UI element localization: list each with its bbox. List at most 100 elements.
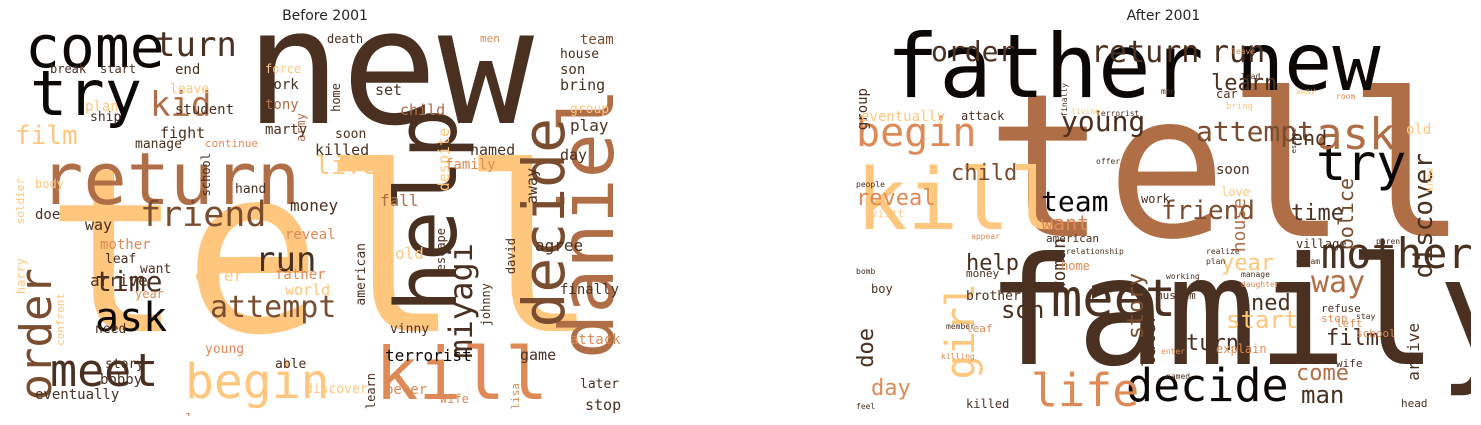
word-start: start [1226,306,1299,334]
word-manage: manage [135,137,182,152]
word-year: year [1221,251,1274,276]
word-break: break [50,62,87,76]
word-parent: parent [1376,237,1405,246]
word-brother: brother [966,289,1021,304]
word-house: house [1229,198,1250,253]
word-terrorist: terrorist [385,346,472,365]
word-manage: manage [1241,270,1270,279]
word-arrive: arrive [1404,323,1423,381]
word-work: work [1141,192,1170,206]
word-young: young [1061,105,1146,138]
word-stay: stay [1356,312,1376,321]
word-know: know [1425,168,1436,193]
word-visit: visit [871,207,905,220]
word-wife: wife [440,392,469,406]
word-eventually: eventually [861,109,946,125]
word-peter: peter [385,382,428,398]
word-money: money [966,267,1000,280]
word-bring: bring [560,76,606,94]
word-begin: begin [185,354,330,410]
word-return: return [1091,35,1200,70]
word-discover: discover [305,382,368,397]
word-home: home [329,83,343,112]
word-film: film [15,121,78,151]
word-eventually: eventually [35,387,120,403]
word-turn: turn [155,28,237,65]
word-learn: learn [1211,71,1278,96]
word-able: able [275,357,307,372]
word-turn: turn [1186,331,1239,356]
word-left: left [1336,317,1363,330]
word-begin: begin [856,110,977,156]
word-reveal: reveal [285,227,336,243]
word-mother: mother [1321,229,1471,278]
word-want: want [140,262,172,277]
word-family: family [986,226,1471,400]
word-meet: meet [50,344,159,397]
word-end: end [175,62,201,78]
word-money: money [290,196,339,215]
word-men: men [480,32,500,45]
word-child: child [951,161,1018,186]
word-father: father [886,28,1204,118]
word-order: order [931,35,1016,68]
word-tony: tony [265,97,299,113]
word-year: year [135,287,164,301]
word-father: father [275,267,326,283]
word-fight: fight [160,124,206,142]
word-team: team [580,32,614,48]
word-game: game [520,346,557,364]
word-away: away [523,168,541,205]
word-muslim: muslim [1156,289,1196,302]
word-named: named [1166,372,1191,381]
word-meet: meet [1051,269,1177,329]
word-leave: leave [170,82,210,97]
word-house: house [560,47,600,62]
word-attempt: attempt [210,290,337,325]
word-man: man [1301,381,1345,409]
word-day: day [871,376,911,401]
word-mother: mother [100,237,151,253]
word-try: try [30,57,142,130]
word-kid: kid [150,85,212,125]
word-young: young [205,342,245,357]
word-soon: soon [1216,162,1250,178]
word-ask: ask [1316,109,1396,160]
word-escape: escape [1290,128,1298,154]
word-home: home [1061,259,1090,273]
word-ned: ned [1251,291,1291,316]
word-soldier: soldier [15,178,27,225]
word-men: men [1161,87,1176,96]
word-miyagi: miyagi [442,243,480,359]
word-return: return [40,137,301,221]
word-plan: plan [85,99,119,115]
word-story: story [105,357,145,372]
word-doe: doe [856,328,879,368]
word-tell: tell [45,119,599,386]
word-come: come [25,28,165,81]
word-leaf: leaf [966,322,993,335]
word-run: run [1211,35,1266,70]
word-johnny: johnny [479,283,493,327]
word-play: play [570,116,609,135]
cloud-panel-before: Before 2001 tell new return come try daniel he… [15,0,635,425]
word-living: living [1071,107,1100,116]
word-school: school [1356,327,1396,340]
word-escape: escape [434,228,448,272]
word-feel: feel [856,402,876,411]
word-arrive: arrive [90,271,148,290]
word-stop: stop [585,396,622,414]
word-son: son [560,62,586,78]
word-kill: kill [375,332,549,416]
word-harry: harry [15,258,28,295]
word-help: help [966,251,1019,276]
word-day: day [560,146,588,164]
word-stop: stop [1321,312,1348,325]
word-reveal: reveal [856,186,936,211]
word-soon: soon [335,127,367,142]
word-run: run [255,240,317,280]
word-people: people [856,180,885,189]
word-later: later [580,377,620,392]
word-need: need [95,322,127,337]
word-child: child [400,101,446,119]
